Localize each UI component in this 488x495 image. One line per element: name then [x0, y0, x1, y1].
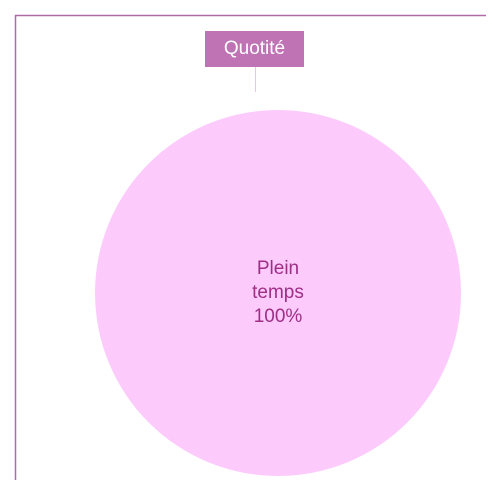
chart-title: Quotité: [205, 31, 304, 67]
slice-label: Plein temps: [252, 258, 304, 303]
slice-value-label: 100%: [253, 306, 303, 327]
pie-slice: [95, 110, 461, 476]
